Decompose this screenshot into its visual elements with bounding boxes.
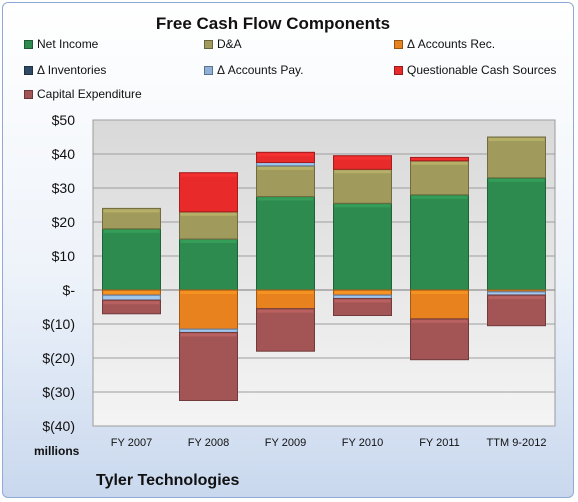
bar-segment-highlight [411, 195, 468, 199]
bar-segment-highlight [180, 333, 237, 337]
legend-label: D&A [217, 37, 242, 51]
y-tick-label: $(20) [42, 350, 75, 366]
y-tick-label: $10 [52, 248, 76, 264]
y-tick-label: $40 [52, 146, 76, 162]
bar-segment [179, 238, 238, 291]
bar-segment-highlight [334, 204, 391, 208]
legend-item: D&A [204, 37, 242, 51]
bar-segment [410, 160, 469, 196]
legend-item: Δ Accounts Rec. [394, 37, 495, 51]
y-tick-label: $(30) [42, 384, 75, 400]
legend-label: Net Income [37, 37, 99, 51]
legend-swatch [24, 39, 33, 49]
legend-swatch [394, 65, 403, 75]
x-tick-label: FY 2010 [342, 437, 383, 449]
x-tick-label: FY 2011 [419, 437, 460, 449]
y-tick-label: $(10) [42, 316, 75, 332]
bar-segment [256, 308, 315, 352]
bar-segment-highlight [257, 166, 314, 170]
bar-segment [487, 294, 546, 327]
legend-item: Capital Expenditure [24, 87, 142, 101]
bar-segment [333, 168, 392, 204]
bar-segment-highlight [103, 209, 160, 213]
bar-segment-highlight [180, 330, 237, 332]
bar-segment-highlight [257, 197, 314, 201]
bar-segment-highlight [257, 163, 314, 165]
bar-segment-highlight [488, 178, 545, 182]
bar-segment [333, 202, 392, 291]
legend-item: Δ Accounts Pay. [204, 63, 304, 77]
bar-segment-highlight [257, 153, 314, 157]
bar-segment [102, 207, 161, 230]
legend-swatch [394, 39, 403, 49]
bar-segment [256, 196, 315, 291]
company-name: Tyler Technologies [96, 472, 240, 489]
bar-segment-highlight [488, 138, 545, 141]
bar-segment-highlight [103, 291, 160, 294]
legend-item: Δ Inventories [24, 63, 106, 77]
bar-segment [256, 151, 315, 164]
x-tick-label: FY 2009 [265, 437, 306, 449]
bar-segment-highlight [257, 291, 314, 294]
bar-segment-highlight [334, 156, 391, 160]
chart-title: Free Cash Flow Components [155, 14, 391, 33]
bar-segment [179, 332, 238, 401]
y-tick-label: $(40) [42, 418, 75, 434]
bar-segment [179, 172, 238, 213]
bar-segment-highlight [411, 158, 468, 160]
legend-item: Net Income [24, 37, 98, 51]
legend-item: Questionable Cash Sources [394, 63, 556, 77]
bar-segment-highlight [411, 291, 468, 294]
bar-segment [333, 298, 392, 316]
bar-segment [487, 177, 546, 291]
bar-segment [410, 289, 469, 320]
bar-segment [179, 211, 238, 240]
bar-segment [179, 289, 238, 330]
bar-segment-highlight [411, 319, 468, 323]
bar-segment-highlight [488, 292, 545, 295]
legend-swatch [24, 65, 33, 75]
bar-segment [410, 318, 469, 361]
x-tick-label: FY 2008 [188, 437, 229, 449]
bar-segment [487, 136, 546, 179]
legend-swatch [204, 65, 213, 75]
bar-segment-highlight [103, 229, 160, 233]
bar-segment-highlight [257, 309, 314, 313]
bar-segment [410, 194, 469, 291]
bar-segment-highlight [334, 296, 391, 298]
y-tick-label: $20 [52, 214, 76, 230]
legend-label: Δ Accounts Pay. [217, 63, 304, 77]
bar-segment [256, 165, 315, 197]
bar-segment-highlight [180, 212, 237, 216]
plot-area [92, 119, 556, 427]
legend-swatch [204, 39, 213, 49]
legend-label: Questionable Cash Sources [407, 63, 557, 77]
y-tick-label: $- [63, 282, 76, 298]
bar-segment-highlight [103, 301, 160, 305]
bar-segment-highlight [180, 291, 237, 294]
bar-segment-highlight [103, 296, 160, 300]
bar-segment-highlight [334, 299, 391, 303]
units-label: millions [34, 444, 80, 458]
legend-label: Δ Accounts Rec. [407, 37, 496, 51]
bar-segment-highlight [411, 161, 468, 165]
legend-label: Capital Expenditure [37, 87, 142, 101]
bar-segment-highlight [180, 173, 237, 177]
y-tick-label: $30 [52, 180, 76, 196]
bar-segment [102, 228, 161, 291]
y-tick-label: $50 [52, 112, 76, 128]
x-tick-label: TTM 9-2012 [487, 437, 547, 449]
bar-segment-highlight [334, 291, 391, 294]
legend-label: Δ Inventories [37, 63, 107, 77]
x-tick-label: FY 2007 [111, 437, 152, 449]
bar-segment-highlight [488, 296, 545, 300]
bar-segment-highlight [180, 240, 237, 243]
bar-segment-highlight [334, 170, 391, 174]
legend-swatch [24, 89, 33, 99]
